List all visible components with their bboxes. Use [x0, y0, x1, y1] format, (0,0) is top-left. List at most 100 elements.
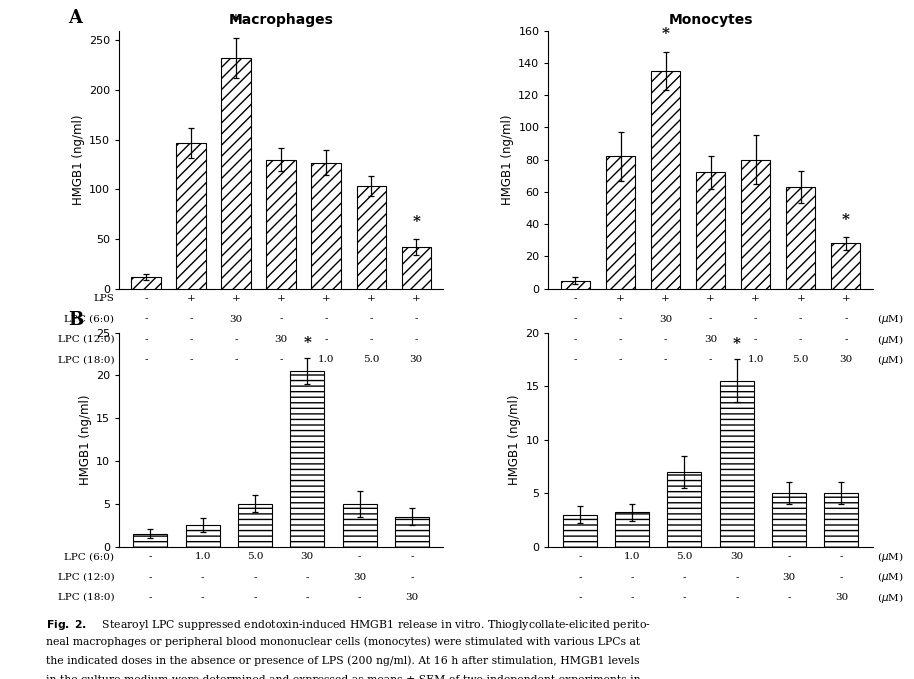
Text: -: -: [574, 314, 577, 324]
Text: *: *: [842, 213, 850, 227]
Text: 1.0: 1.0: [748, 355, 764, 365]
Bar: [772, 493, 806, 547]
Text: -: -: [578, 572, 581, 582]
Y-axis label: HMGB1 (ng/ml): HMGB1 (ng/ml): [501, 114, 514, 205]
Text: *: *: [662, 27, 670, 41]
Bar: [741, 160, 771, 289]
Text: +: +: [796, 294, 805, 304]
Bar: [786, 187, 815, 289]
Text: -: -: [305, 572, 309, 582]
Text: A: A: [69, 9, 82, 27]
Text: +: +: [412, 294, 420, 304]
Text: -: -: [735, 572, 739, 582]
Text: -: -: [253, 572, 257, 582]
Text: -: -: [845, 335, 847, 344]
Text: -: -: [189, 314, 193, 324]
Bar: [696, 172, 726, 289]
Text: -: -: [189, 355, 193, 365]
Text: -: -: [234, 355, 238, 365]
Y-axis label: HMGB1 (ng/ml): HMGB1 (ng/ml): [508, 394, 521, 485]
Text: neal macrophages or peripheral blood mononuclear cells (monocytes) were stimulat: neal macrophages or peripheral blood mon…: [46, 637, 640, 648]
Bar: [186, 526, 219, 547]
Text: -: -: [144, 355, 147, 365]
Text: -: -: [799, 314, 802, 324]
Text: -: -: [619, 355, 622, 365]
Text: 30: 30: [301, 552, 314, 562]
Text: -: -: [845, 314, 847, 324]
Bar: [221, 58, 250, 289]
Text: -: -: [619, 335, 622, 344]
Text: 30: 30: [274, 335, 288, 344]
Text: -: -: [709, 314, 712, 324]
Bar: [176, 143, 206, 289]
Text: LPC (12:0): LPC (12:0): [58, 335, 114, 344]
Title: Macrophages: Macrophages: [228, 13, 334, 26]
Bar: [266, 160, 296, 289]
Text: -: -: [683, 593, 686, 602]
Text: 5.0: 5.0: [363, 355, 379, 365]
Text: ($\mu$M): ($\mu$M): [877, 353, 904, 367]
Text: B: B: [69, 311, 84, 329]
Text: 30: 30: [659, 314, 672, 324]
Bar: [615, 513, 649, 547]
Y-axis label: HMGB1 (ng/ml): HMGB1 (ng/ml): [79, 394, 91, 485]
Text: +: +: [231, 294, 240, 304]
Text: -: -: [148, 572, 152, 582]
Text: -: -: [410, 552, 414, 562]
Text: -: -: [280, 355, 282, 365]
Text: -: -: [234, 335, 238, 344]
Bar: [238, 504, 271, 547]
Y-axis label: HMGB1 (ng/ml): HMGB1 (ng/ml): [71, 114, 84, 205]
Text: 30: 30: [704, 335, 717, 344]
Text: -: -: [754, 314, 758, 324]
Text: -: -: [189, 335, 193, 344]
Text: -: -: [324, 335, 328, 344]
Text: +: +: [322, 294, 331, 304]
Text: +: +: [842, 294, 850, 304]
Bar: [395, 517, 429, 547]
Text: +: +: [277, 294, 285, 304]
Text: -: -: [664, 355, 667, 365]
Text: ($\mu$M): ($\mu$M): [877, 333, 904, 346]
Bar: [133, 534, 167, 547]
Text: -: -: [574, 294, 577, 304]
Text: +: +: [661, 294, 670, 304]
Bar: [132, 276, 161, 289]
Text: 30: 30: [229, 314, 242, 324]
Text: LPC (6:0): LPC (6:0): [64, 552, 114, 562]
Text: -: -: [410, 572, 414, 582]
Text: -: -: [357, 593, 361, 602]
Bar: [312, 162, 341, 289]
Text: *: *: [733, 337, 740, 351]
Text: 30: 30: [353, 572, 367, 582]
Bar: [401, 247, 430, 289]
Text: *: *: [412, 215, 420, 229]
Text: -: -: [787, 552, 791, 562]
Text: -: -: [709, 355, 712, 365]
Text: -: -: [578, 552, 581, 562]
Text: -: -: [148, 552, 152, 562]
Text: +: +: [707, 294, 715, 304]
Text: -: -: [574, 355, 577, 365]
Text: 5.0: 5.0: [247, 552, 263, 562]
Text: -: -: [369, 314, 373, 324]
Bar: [824, 493, 858, 547]
Text: the indicated doses in the absence or presence of LPS (200 ng/ml). At 16 h after: the indicated doses in the absence or pr…: [46, 656, 639, 667]
Text: -: -: [631, 572, 634, 582]
Text: *: *: [232, 14, 240, 28]
Text: 30: 30: [839, 355, 853, 365]
Text: LPC (18:0): LPC (18:0): [58, 355, 114, 365]
Bar: [720, 381, 754, 547]
Text: 1.0: 1.0: [318, 355, 335, 365]
Text: -: -: [574, 335, 577, 344]
Text: 5.0: 5.0: [676, 552, 693, 562]
Text: $\bf{Fig.\;2.}$    Stearoyl LPC suppressed endotoxin-induced HMGB1 release in vi: $\bf{Fig.\;2.}$ Stearoyl LPC suppressed …: [46, 618, 651, 632]
Text: -: -: [840, 572, 844, 582]
Text: -: -: [840, 552, 844, 562]
Text: -: -: [578, 593, 581, 602]
Text: +: +: [367, 294, 376, 304]
Text: 30: 30: [782, 572, 796, 582]
Text: -: -: [799, 335, 802, 344]
Text: LPC (12:0): LPC (12:0): [58, 572, 114, 582]
Text: -: -: [664, 335, 667, 344]
